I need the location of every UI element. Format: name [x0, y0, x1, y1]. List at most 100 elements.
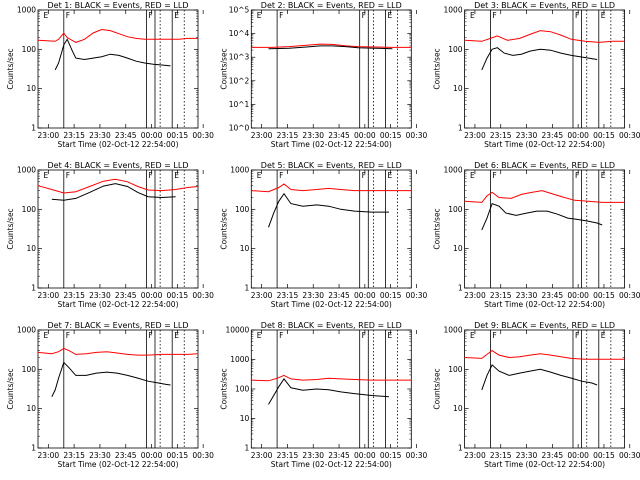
y-tick-label: 1	[31, 444, 36, 453]
marker-letter: F	[66, 331, 70, 340]
x-tick-label: 23:15	[63, 451, 85, 460]
x-tick-label: 00:15	[380, 451, 402, 460]
series-lld-red	[251, 183, 412, 193]
marker-letter: E	[257, 11, 262, 20]
x-tick-label: 00:15	[593, 131, 615, 140]
x-tick-label: 23:00	[251, 291, 273, 300]
y-tick-label: 1000	[230, 166, 249, 175]
x-tick-label: 00:30	[619, 451, 640, 460]
x-axis-label: Start Time (02-Oct-12 22:54:00)	[57, 460, 178, 469]
series-events-black	[51, 183, 176, 201]
x-tick-label: 00:30	[192, 291, 214, 300]
panel-det-3: Det 3: BLACK = Events, RED = LLD 1 10 100 10…	[433, 1, 640, 149]
y-axis-label: Counts/sec	[433, 208, 442, 249]
plot-frame	[37, 9, 199, 129]
y-tick-label: 10^3	[229, 53, 250, 62]
x-tick-label: 00:15	[380, 291, 402, 300]
x-tick-label: 23:30	[516, 131, 538, 140]
marker-letter: F	[66, 171, 70, 180]
panel-det-4: Det 4: BLACK = Events, RED = LLD 1 10 100 10…	[6, 161, 214, 309]
marker-letter: F	[575, 171, 579, 180]
y-tick-label: 10^2	[229, 76, 250, 85]
y-tick-label: 10	[453, 404, 463, 413]
y-tick-label: 10	[240, 244, 250, 253]
x-tick-label: 00:30	[406, 291, 428, 300]
y-tick-label: 10000	[225, 326, 249, 335]
x-tick-label: 00:30	[406, 131, 428, 140]
panel-det-9: Det 9: BLACK = Events, RED = LLD 1 10 100 10…	[433, 321, 640, 469]
x-tick-label: 00:15	[167, 131, 189, 140]
marker-letter: E	[387, 331, 392, 340]
y-axis-label: Counts/sec	[6, 368, 15, 409]
plot-frame	[250, 329, 412, 449]
marker-letter: F	[148, 331, 152, 340]
y-tick-label: 10	[26, 404, 36, 413]
series-events-black	[268, 45, 393, 50]
y-tick-label: 1000	[17, 326, 36, 335]
x-tick-label: 00:00	[141, 451, 163, 460]
marker-letter: F	[279, 11, 283, 20]
x-tick-label: 23:30	[302, 291, 324, 300]
x-axis-label: Start Time (02-Oct-12 22:54:00)	[484, 460, 605, 469]
marker-letter: E	[601, 331, 606, 340]
plot-frame	[464, 169, 626, 289]
series-events-black	[51, 361, 171, 398]
marker-letter: F	[148, 11, 152, 20]
x-tick-label: 00:00	[567, 451, 589, 460]
y-tick-label: 1000	[17, 6, 36, 15]
y-tick-label: 100	[22, 45, 37, 54]
series-events-black	[481, 364, 598, 391]
x-tick-label: 23:00	[464, 291, 486, 300]
x-tick-label: 23:30	[516, 451, 538, 460]
x-tick-label: 00:30	[619, 131, 640, 140]
series-lld-red	[37, 178, 199, 194]
x-tick-label: 00:00	[141, 131, 163, 140]
x-tick-label: 23:15	[277, 291, 299, 300]
x-tick-label: 00:30	[406, 451, 428, 460]
x-tick-label: 23:30	[302, 451, 324, 460]
series-events-black	[481, 47, 598, 71]
panel-title: Det 7: BLACK = Events, RED = LLD	[48, 321, 189, 330]
marker-letter: E	[470, 11, 475, 20]
marker-letter: E	[174, 331, 179, 340]
marker-letter: F	[575, 331, 579, 340]
panel-det-5: Det 5: BLACK = Events, RED = LLD 1 10 100 10…	[219, 161, 427, 309]
panel-title: Det 9: BLACK = Events, RED = LLD	[474, 321, 615, 330]
x-tick-label: 00:00	[141, 291, 163, 300]
series-lld-red	[37, 347, 199, 356]
x-tick-label: 23:45	[115, 291, 137, 300]
marker-letter: F	[148, 171, 152, 180]
y-axis-label: Counts/sec	[6, 48, 15, 89]
x-tick-label: 23:00	[38, 131, 60, 140]
y-tick-label: 10	[26, 84, 36, 93]
x-tick-label: 23:45	[328, 451, 350, 460]
marker-letter: F	[492, 11, 496, 20]
marker-letter: F	[279, 171, 283, 180]
x-tick-label: 00:00	[567, 131, 589, 140]
plot-frame	[37, 169, 199, 289]
y-tick-label: 1	[458, 444, 463, 453]
x-tick-label: 23:15	[490, 131, 512, 140]
x-axis-label: Start Time (02-Oct-12 22:54:00)	[57, 140, 178, 149]
y-axis-label: Counts/sec	[219, 208, 228, 249]
marker-letter: F	[362, 171, 366, 180]
x-tick-label: 23:00	[464, 451, 486, 460]
x-tick-label: 23:15	[490, 451, 512, 460]
y-axis-label: Counts/sec	[219, 368, 228, 409]
marker-letter: E	[257, 171, 262, 180]
marker-letter: F	[66, 11, 70, 20]
y-axis-label: Counts/sec	[6, 208, 15, 249]
y-tick-label: 1	[245, 284, 250, 293]
x-tick-label: 23:15	[490, 291, 512, 300]
plot-frame	[250, 9, 412, 129]
y-tick-label: 100	[22, 365, 37, 374]
y-tick-label: 10	[240, 414, 250, 423]
x-axis-label: Start Time (02-Oct-12 22:54:00)	[484, 300, 605, 309]
y-tick-label: 1000	[444, 166, 463, 175]
panel-det-2: Det 2: BLACK = Events, RED = LLD 10^0 10^1…	[219, 1, 427, 149]
x-tick-label: 00:00	[354, 451, 376, 460]
x-tick-label: 23:45	[115, 451, 137, 460]
marker-letter: E	[257, 331, 262, 340]
marker-letter: E	[43, 331, 48, 340]
